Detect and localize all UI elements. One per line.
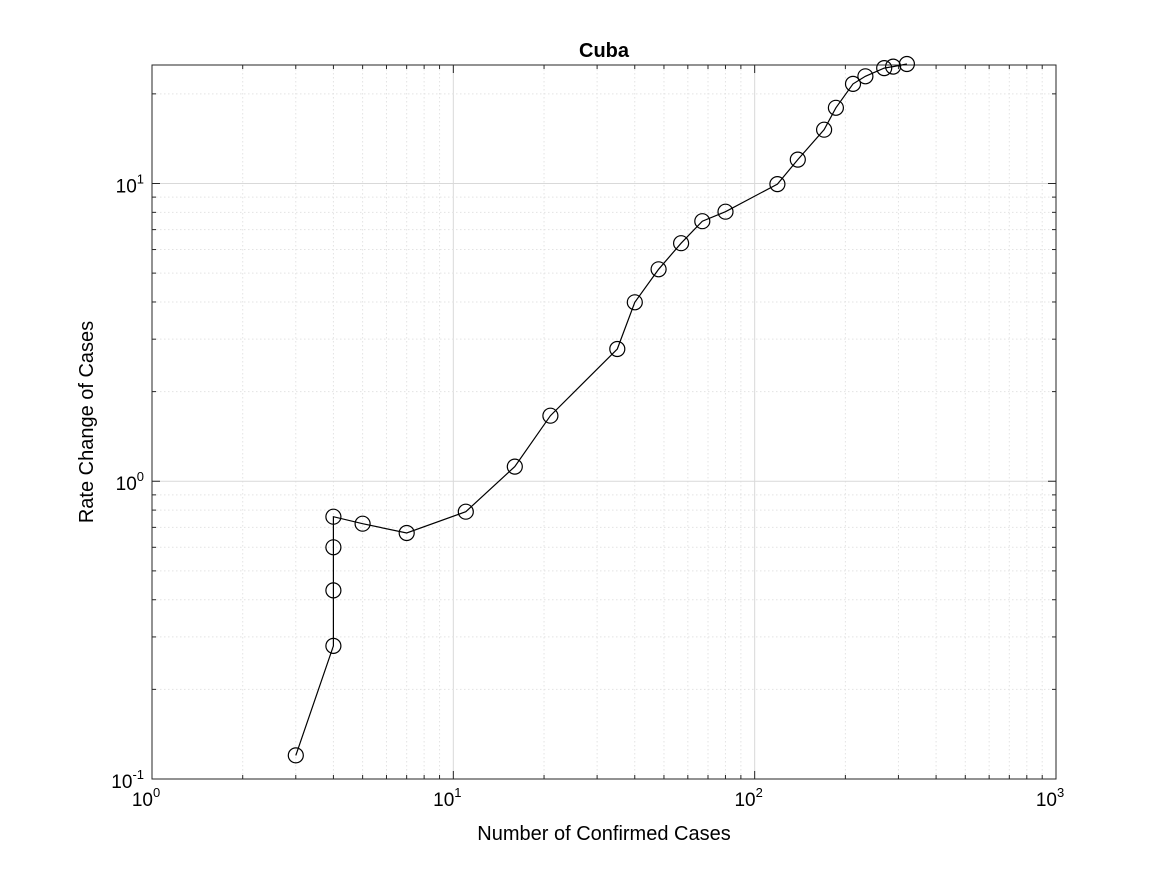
- data-point-marker: [506, 458, 523, 475]
- data-point-marker: [815, 121, 833, 138]
- data-point-marker: [325, 637, 342, 655]
- x-tick-exponent: 3: [1057, 785, 1064, 800]
- data-point-marker: [354, 515, 371, 532]
- y-tick-exponent: 1: [137, 171, 144, 186]
- data-point-marker: [769, 176, 786, 193]
- y-tick-exponent: -1: [132, 767, 144, 782]
- y-tick-label: 10-1: [111, 767, 144, 793]
- data-point-marker: [694, 213, 711, 230]
- x-axis-label: Number of Confirmed Cases: [477, 823, 730, 845]
- data-point-marker: [542, 407, 559, 424]
- y-axis-label: Rate Change of Cases: [76, 321, 98, 523]
- data-point-marker: [898, 55, 916, 73]
- x-tick-label: 102: [734, 785, 762, 811]
- y-tick-base: 10: [111, 772, 132, 793]
- grid: [152, 65, 1056, 779]
- x-tick-label: 103: [1036, 785, 1064, 811]
- plot-frame: [151, 64, 1057, 780]
- x-tick-exponent: 2: [756, 785, 763, 800]
- data-point-marker: [325, 539, 342, 556]
- data-point-marker: [287, 747, 304, 764]
- y-tick-base: 10: [116, 474, 137, 495]
- data-point-marker: [650, 261, 667, 278]
- series-line: [295, 63, 908, 756]
- data-point-marker: [398, 524, 415, 542]
- data-point-marker: [325, 582, 342, 599]
- data-point-marker: [827, 99, 845, 116]
- x-tick-exponent: 1: [454, 785, 461, 800]
- y-tick-label: 100: [116, 469, 144, 495]
- data-point-marker: [857, 68, 874, 85]
- data-point-marker: [325, 508, 342, 525]
- data-point-marker: [609, 340, 626, 358]
- x-tick-label: 101: [433, 785, 461, 811]
- data-series: [287, 55, 916, 764]
- chart-title: Cuba: [579, 40, 630, 62]
- data-point-marker: [626, 294, 643, 311]
- data-point-marker: [876, 59, 893, 77]
- data-point-marker: [884, 58, 902, 75]
- data-point-marker: [672, 235, 690, 252]
- y-tick-label: 101: [116, 171, 144, 197]
- x-tick-base: 10: [433, 790, 454, 811]
- x-tick-label: 100: [132, 785, 160, 811]
- data-point-marker: [457, 503, 474, 520]
- data-point-marker: [717, 203, 734, 220]
- x-tick-base: 10: [1036, 790, 1057, 811]
- y-tick-exponent: 0: [137, 469, 144, 484]
- x-tick-base: 10: [132, 790, 153, 811]
- data-point-marker: [844, 75, 862, 93]
- x-tick-exponent: 0: [153, 785, 160, 800]
- data-point-marker: [789, 151, 806, 168]
- y-tick-base: 10: [116, 176, 137, 197]
- x-tick-base: 10: [734, 790, 755, 811]
